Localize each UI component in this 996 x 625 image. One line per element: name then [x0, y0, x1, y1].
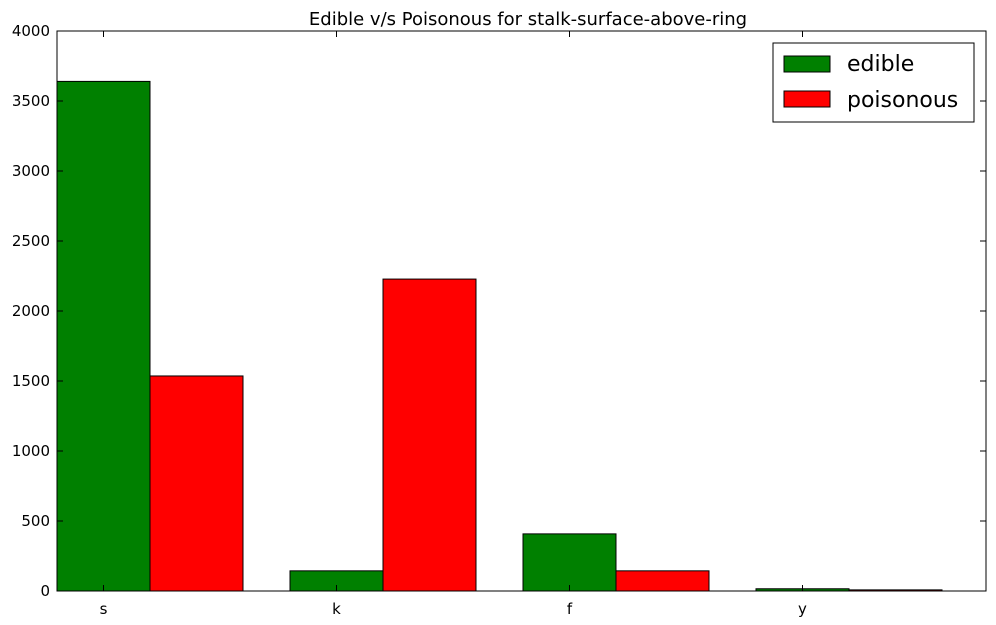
- x-tick-label-s: s: [100, 600, 108, 618]
- legend: edible poisonous: [772, 42, 975, 123]
- y-axis: 0 500 1000 1500 2000 2500 3000 3500 4000: [12, 22, 986, 600]
- chart-title: Edible v/s Poisonous for stalk-surface-a…: [309, 9, 747, 30]
- bar-poisonous-k: [382, 278, 477, 592]
- y-tick-label-1000: 1000: [12, 442, 50, 460]
- bar-poisonous-s: [149, 375, 244, 592]
- y-tick-label-3500: 3500: [12, 92, 50, 110]
- x-tick-label-f: f: [567, 600, 573, 618]
- y-tick-label-3000: 3000: [12, 162, 50, 180]
- bars-group: [56, 80, 943, 592]
- bar-edible-f: [522, 533, 617, 592]
- x-tick-label-y: y: [798, 600, 807, 618]
- legend-label-edible: edible: [847, 52, 914, 77]
- legend-label-poisonous: poisonous: [847, 88, 958, 113]
- y-tick-label-2500: 2500: [12, 232, 50, 250]
- bar-poisonous-f: [615, 570, 710, 592]
- y-tick-label-2000: 2000: [12, 302, 50, 320]
- y-tick-label-0: 0: [40, 582, 50, 600]
- legend-swatch-edible: [783, 55, 831, 73]
- x-tick-label-k: k: [332, 600, 341, 618]
- y-tick-label-500: 500: [21, 512, 50, 530]
- legend-swatch-poisonous: [783, 90, 831, 108]
- bar-edible-s: [56, 80, 151, 592]
- y-tick-label-4000: 4000: [12, 22, 50, 40]
- y-tick-label-1500: 1500: [12, 372, 50, 390]
